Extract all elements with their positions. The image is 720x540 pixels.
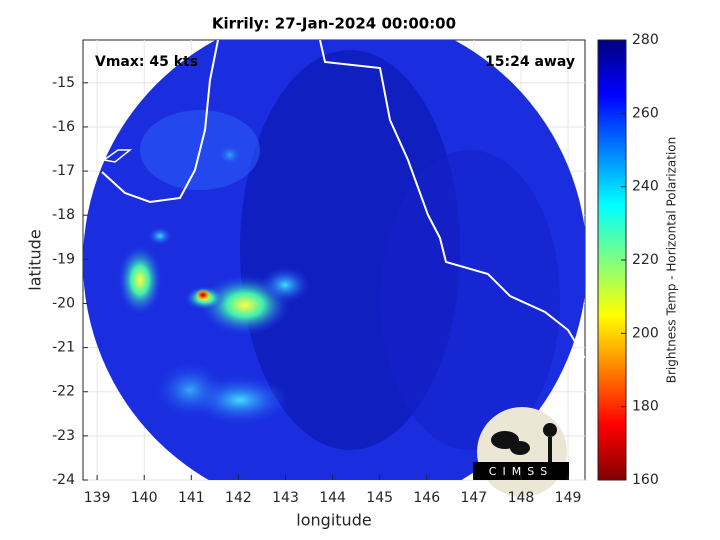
y-tick-label: -22: [52, 384, 75, 400]
x-tick-label: 143: [272, 490, 299, 506]
colorbar-tick-label: 280: [632, 32, 659, 48]
y-tick-label: -15: [52, 75, 75, 91]
x-tick-label: 149: [555, 490, 582, 506]
chart-title: Kirrily: 27-Jan-2024 00:00:00: [212, 15, 456, 33]
y-tick-label: -18: [52, 207, 75, 223]
x-tick-label: 142: [225, 490, 252, 506]
y-axis-label: latitude: [26, 229, 45, 290]
y-tick-label: -20: [52, 295, 75, 311]
x-tick-label: 141: [178, 490, 205, 506]
cimss-logo: CIMSS: [473, 407, 569, 497]
y-tick-label: -19: [52, 251, 75, 267]
y-tick-label: -16: [52, 119, 75, 135]
colorbar-tick-label: 220: [632, 252, 659, 268]
satellite-image: [83, 40, 585, 480]
y-tick-label: -21: [52, 340, 75, 356]
annotation: 15:24 away: [485, 54, 575, 70]
colorbar-tick-label: 180: [632, 399, 659, 415]
colorbar-tick-label: 200: [632, 325, 659, 341]
x-tick-label: 140: [131, 490, 158, 506]
y-tick-label: -23: [52, 428, 75, 444]
colorbar-tick-label: 160: [632, 472, 659, 488]
x-tick-label: 139: [84, 490, 111, 506]
x-tick-label: 146: [413, 490, 440, 506]
y-tick-label: -17: [52, 163, 75, 179]
logo-text: CIMSS: [489, 465, 553, 478]
x-tick-label: 144: [319, 490, 346, 506]
x-axis-label: longitude: [296, 511, 371, 530]
y-tick-label: -24: [52, 472, 75, 488]
annotation: Vmax: 45 kts: [95, 54, 198, 70]
colorbar-tick-label: 260: [632, 105, 659, 121]
colorbar-tick-label: 240: [632, 179, 659, 195]
x-tick-label: 148: [508, 490, 535, 506]
x-tick-label: 145: [366, 490, 393, 506]
colorbar-label: Brightness Temp - Horizontal Polarizatio…: [665, 137, 679, 384]
x-tick-label: 147: [460, 490, 487, 506]
